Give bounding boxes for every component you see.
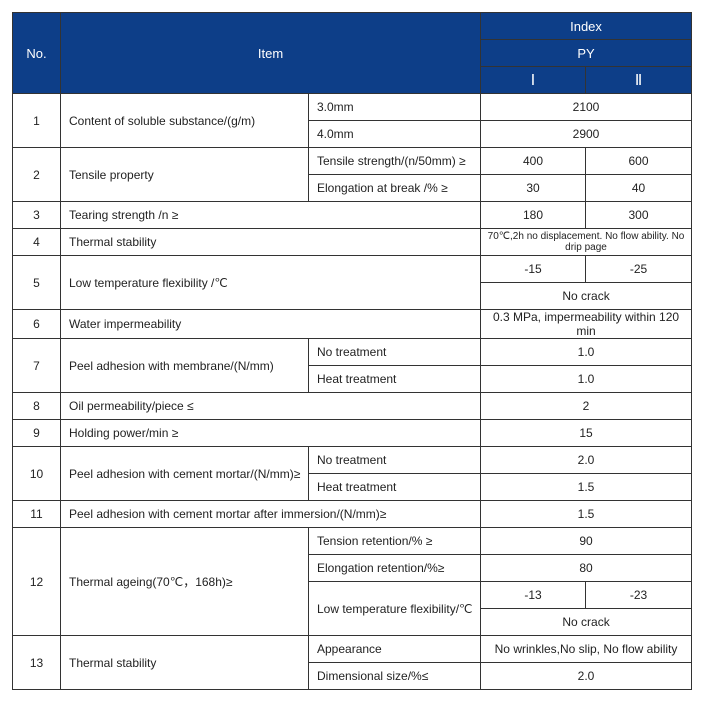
row-sub: Heat treatment <box>309 366 481 393</box>
row-val: 2100 <box>481 94 692 121</box>
row-val: 600 <box>586 148 692 175</box>
row-sub: Dimensional size/%≤ <box>309 663 481 690</box>
row-item: Low temperature flexibility /℃ <box>61 256 481 310</box>
table-row: 11 Peel adhesion with cement mortar afte… <box>13 501 692 528</box>
table-row: 8 Oil permeability/piece ≤ 2 <box>13 393 692 420</box>
header-item: Item <box>61 13 481 94</box>
row-no: 7 <box>13 339 61 393</box>
header-py: PY <box>481 40 692 67</box>
header-no: No. <box>13 13 61 94</box>
row-val: 2.0 <box>481 663 692 690</box>
table-row: 7 Peel adhesion with membrane/(N/mm) No … <box>13 339 692 366</box>
row-val: 2.0 <box>481 447 692 474</box>
row-val: 1.0 <box>481 366 692 393</box>
table-row: 6 Water impermeability 0.3 MPa, impermea… <box>13 310 692 339</box>
row-val: 1.5 <box>481 474 692 501</box>
row-no: 5 <box>13 256 61 310</box>
header-col-i: Ⅰ <box>481 67 586 94</box>
row-val: 400 <box>481 148 586 175</box>
header-row-1: No. Item Index <box>13 13 692 40</box>
row-val: 70℃,2h no displacement. No flow ability.… <box>481 229 692 256</box>
spec-table-container: No. Item Index PY Ⅰ Ⅱ 1 Content of solub… <box>12 12 691 690</box>
row-val: 80 <box>481 555 692 582</box>
row-sub: Tension retention/% ≥ <box>309 528 481 555</box>
row-no: 2 <box>13 148 61 202</box>
row-item: Peel adhesion with cement mortar/(N/mm)≥ <box>61 447 309 501</box>
row-no: 13 <box>13 636 61 690</box>
row-val: No crack <box>481 283 692 310</box>
row-sub: Elongation retention/%≥ <box>309 555 481 582</box>
row-item: Content of soluble substance/(g/m) <box>61 94 309 148</box>
row-sub: 4.0mm <box>309 121 481 148</box>
row-sub: Low temperature flexibility/℃ <box>309 582 481 636</box>
row-item: Water impermeability <box>61 310 481 339</box>
spec-table: No. Item Index PY Ⅰ Ⅱ 1 Content of solub… <box>12 12 692 690</box>
row-val: -23 <box>586 582 692 609</box>
row-no: 6 <box>13 310 61 339</box>
header-index: Index <box>481 13 692 40</box>
row-no: 9 <box>13 420 61 447</box>
row-item: Thermal ageing(70℃，168h)≥ <box>61 528 309 636</box>
row-no: 10 <box>13 447 61 501</box>
row-val: 2 <box>481 393 692 420</box>
row-sub: Elongation at break /% ≥ <box>309 175 481 202</box>
row-item: Peel adhesion with cement mortar after i… <box>61 501 481 528</box>
table-row: 1 Content of soluble substance/(g/m) 3.0… <box>13 94 692 121</box>
row-sub: Tensile strength/(n/50mm) ≥ <box>309 148 481 175</box>
row-no: 4 <box>13 229 61 256</box>
row-no: 1 <box>13 94 61 148</box>
table-row: 10 Peel adhesion with cement mortar/(N/m… <box>13 447 692 474</box>
row-item: Thermal stability <box>61 229 481 256</box>
row-val: 30 <box>481 175 586 202</box>
row-val: 15 <box>481 420 692 447</box>
row-val: 40 <box>586 175 692 202</box>
table-row: 9 Holding power/min ≥ 15 <box>13 420 692 447</box>
row-sub: Appearance <box>309 636 481 663</box>
table-row: 5 Low temperature flexibility /℃ -15 -25 <box>13 256 692 283</box>
table-row: 4 Thermal stability 70℃,2h no displaceme… <box>13 229 692 256</box>
row-val: No crack <box>481 609 692 636</box>
row-val: 1.0 <box>481 339 692 366</box>
row-val: 0.3 MPa, impermeability within 120 min <box>481 310 692 339</box>
table-row: 3 Tearing strength /n ≥ 180 300 <box>13 202 692 229</box>
row-item: Peel adhesion with membrane/(N/mm) <box>61 339 309 393</box>
row-no: 8 <box>13 393 61 420</box>
row-val: 1.5 <box>481 501 692 528</box>
row-item: Thermal stability <box>61 636 309 690</box>
table-row: 13 Thermal stability Appearance No wrink… <box>13 636 692 663</box>
row-no: 3 <box>13 202 61 229</box>
row-item: Tearing strength /n ≥ <box>61 202 481 229</box>
row-val: 90 <box>481 528 692 555</box>
row-val: 300 <box>586 202 692 229</box>
header-col-ii: Ⅱ <box>586 67 692 94</box>
row-item: Holding power/min ≥ <box>61 420 481 447</box>
row-item: Oil permeability/piece ≤ <box>61 393 481 420</box>
row-val: -13 <box>481 582 586 609</box>
row-val: 180 <box>481 202 586 229</box>
row-sub: No treatment <box>309 447 481 474</box>
row-item: Tensile property <box>61 148 309 202</box>
row-sub: No treatment <box>309 339 481 366</box>
row-val: -25 <box>586 256 692 283</box>
row-val: No wrinkles,No slip, No flow ability <box>481 636 692 663</box>
row-val: -15 <box>481 256 586 283</box>
row-no: 11 <box>13 501 61 528</box>
row-sub: Heat treatment <box>309 474 481 501</box>
table-row: 2 Tensile property Tensile strength/(n/5… <box>13 148 692 175</box>
row-sub: 3.0mm <box>309 94 481 121</box>
table-row: 12 Thermal ageing(70℃，168h)≥ Tension ret… <box>13 528 692 555</box>
row-val: 2900 <box>481 121 692 148</box>
row-no: 12 <box>13 528 61 636</box>
